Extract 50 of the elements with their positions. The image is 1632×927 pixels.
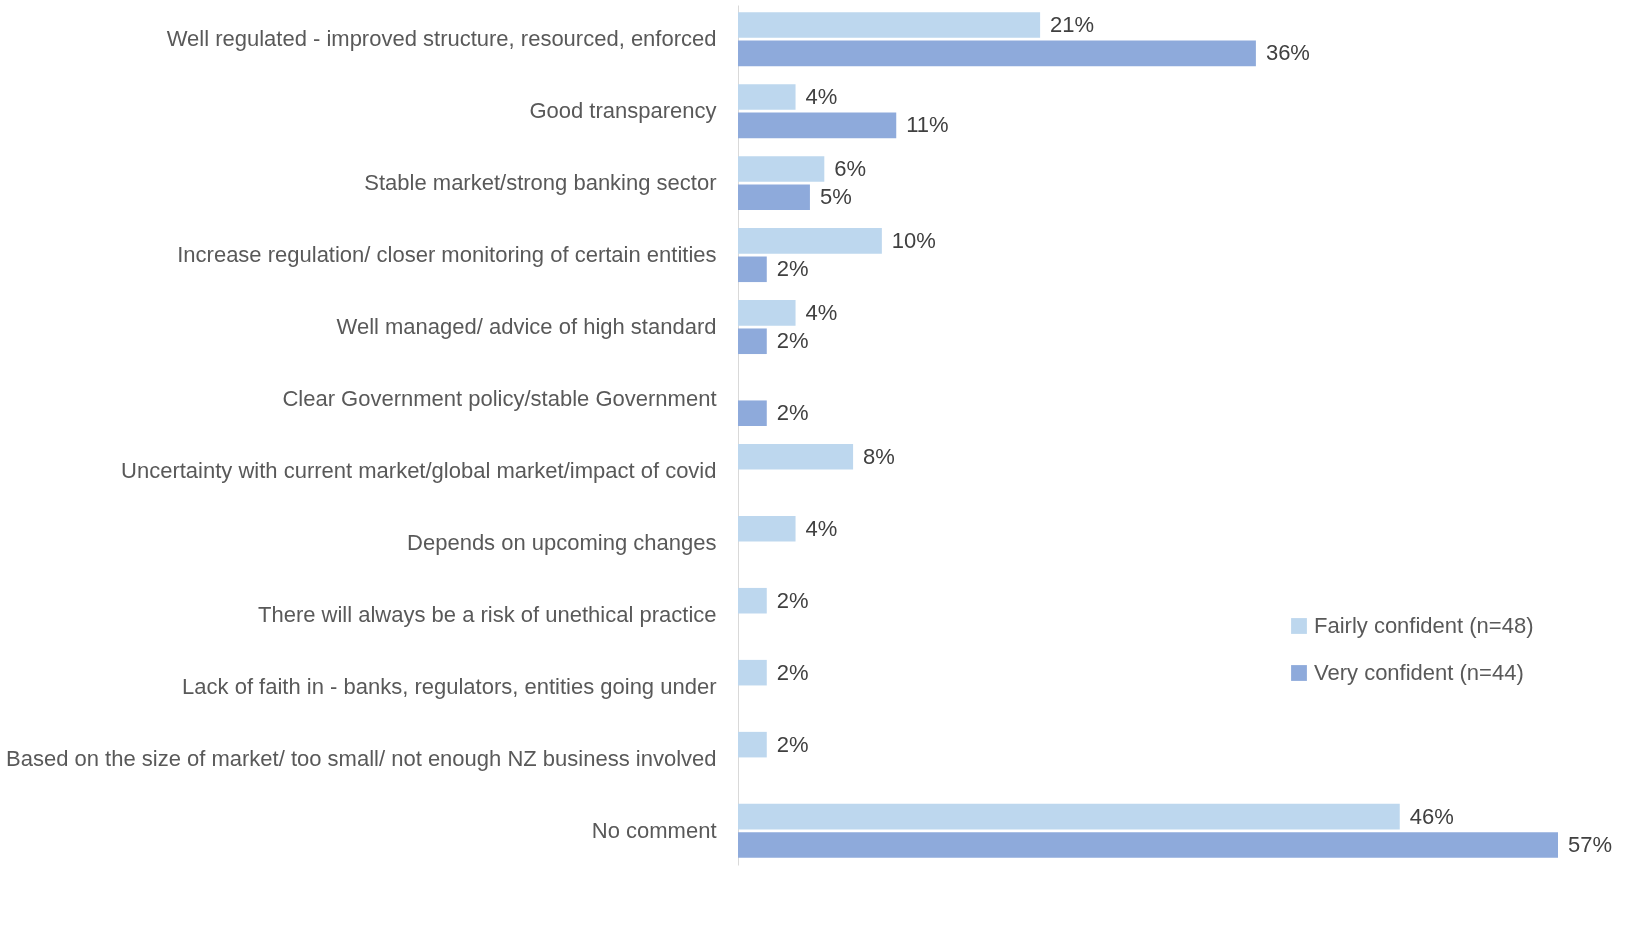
y-tick-label: Based on the size of market/ too small/ not enough NZ business involved [6,745,717,771]
bar [738,515,796,542]
data-label: 2% [776,731,809,757]
bar [738,803,1400,830]
y-tick-label: Well managed/ advice of high standard [336,314,717,340]
bar [738,112,897,139]
data-label: 4% [805,299,838,325]
data-label: 36% [1265,40,1310,66]
data-label: 21% [1050,11,1095,37]
y-tick-label: Stable market/strong banking sector [364,170,717,196]
data-label: 4% [805,83,838,109]
legend-label: Fairly confident (n=48) [1314,613,1534,638]
bar [738,832,1558,858]
data-label: 8% [863,443,895,469]
bar [738,228,882,254]
y-tick-label: Well regulated - improved structure, resourced, enforced [166,26,717,52]
bar [738,659,767,686]
data-label: 57% [1568,832,1613,858]
data-label: 2% [776,400,809,426]
y-tick-label: There will always be a risk of unethical practice [257,601,717,627]
data-label: 10% [891,227,936,253]
bar [738,40,1256,67]
bar [738,256,767,283]
bar [738,12,1041,38]
bar [738,587,767,614]
bar [738,84,796,110]
y-tick-label: Uncertainty with current market/global market/impact of covid [121,457,717,483]
data-label: 11% [906,112,949,138]
data-label: 2% [776,328,809,354]
data-label: 5% [819,184,852,210]
data-label: 2% [776,587,809,613]
y-tick-label: Depends on upcoming changes [407,529,717,555]
y-tick-label: Good transparency [529,98,717,124]
bar [738,444,854,470]
data-label: 46% [1409,803,1454,829]
bar [738,184,810,211]
legend-label: Very confident (n=44) [1314,660,1524,685]
bar [738,328,767,355]
data-label: 2% [776,256,809,282]
bar [738,731,767,758]
data-label: 2% [776,659,809,685]
y-tick-label: Lack of faith in - banks, regulators, entities going under [182,673,717,699]
bar [738,156,825,182]
y-tick-label: Clear Government policy/stable Government [282,386,717,412]
y-tick-label: Increase regulation/ closer monitoring of certain entities [177,242,717,268]
bar [738,300,796,326]
data-label: 6% [834,155,867,181]
bar [738,400,767,426]
y-tick-label: No comment [591,817,717,843]
data-label: 4% [805,515,838,541]
